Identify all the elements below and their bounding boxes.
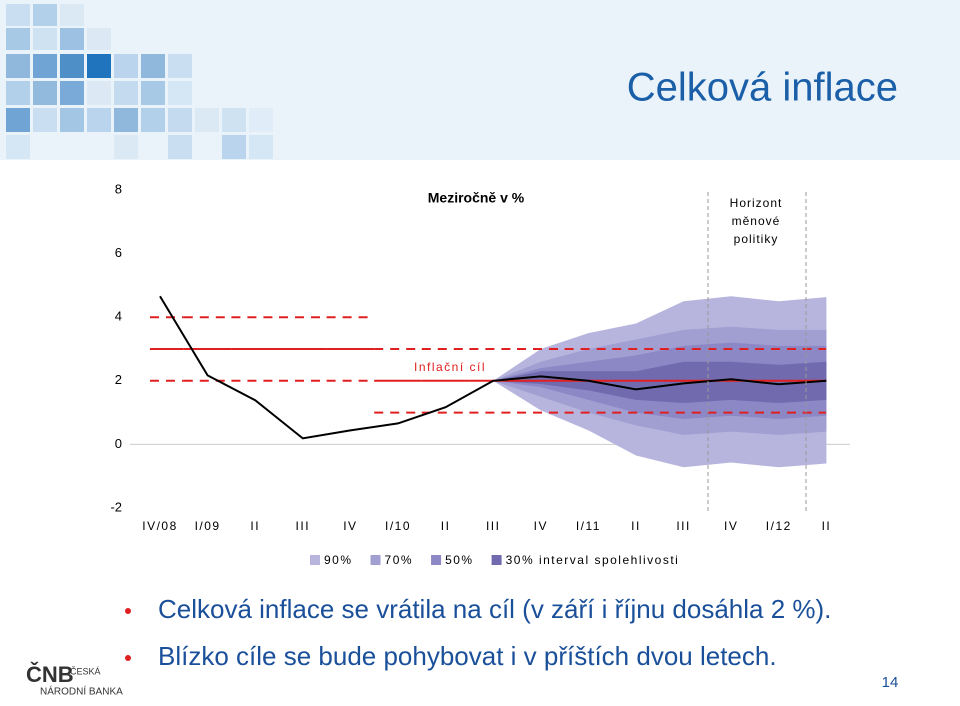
legend-swatch	[310, 555, 320, 565]
y-tick-label: 6	[115, 245, 122, 260]
bullet-text: Blízko cíle se bude pohybovat i v příští…	[158, 641, 777, 671]
x-tick-label: II	[441, 519, 451, 533]
bullet	[125, 608, 131, 614]
legend-swatch	[370, 555, 381, 565]
x-tick-label: III	[296, 519, 311, 533]
legend-label: 30% interval spolehlivosti	[506, 553, 680, 567]
fan-band	[493, 361, 827, 404]
x-tick-label: II	[822, 519, 832, 533]
x-tick-label: IV	[724, 519, 738, 533]
annotation: Horizont	[730, 196, 783, 210]
legend-label: 90%	[324, 553, 353, 567]
x-tick-label: II	[631, 519, 641, 533]
bullet	[125, 655, 131, 661]
annotation: měnové	[732, 214, 781, 228]
x-tick-label: I/12	[766, 519, 792, 533]
legend-swatch	[491, 555, 502, 565]
legend: 90% 70% 50% 30% interval spolehlivosti	[310, 553, 680, 567]
y-tick-label: 8	[115, 181, 122, 196]
chart-title: Meziročně v %	[428, 190, 525, 206]
mosaic	[0, 0, 960, 160]
page-number: 14	[882, 674, 899, 691]
annotation: politiky	[734, 232, 779, 246]
x-tick-label: I/11	[576, 519, 601, 533]
bullet-text: Celková inflace se vrátila na cíl (v zář…	[158, 594, 831, 624]
x-tick-label: II	[250, 519, 260, 533]
logo: ČESKÁ	[70, 666, 101, 676]
y-tick-label: -2	[110, 499, 122, 514]
target-label: Inflační cíl	[414, 360, 486, 374]
y-tick-label: 2	[115, 372, 122, 387]
x-tick-label: IV	[534, 519, 548, 533]
x-tick-label: I/09	[195, 519, 221, 533]
legend-swatch	[431, 555, 442, 565]
x-tick-label: IV/08	[142, 519, 178, 533]
slide-title: Celková inflace	[627, 66, 898, 110]
logo: NÁRODNÍ BANKA	[40, 685, 123, 698]
y-tick-label: 0	[115, 436, 122, 451]
y-tick-label: 4	[115, 309, 122, 324]
x-tick-label: III	[676, 519, 691, 533]
legend-label: 70%	[385, 553, 414, 567]
inflation-line	[159, 295, 827, 440]
x-tick-label: I/10	[385, 519, 411, 533]
x-tick-label: III	[486, 519, 501, 533]
logo: ČNB	[26, 662, 74, 687]
legend-label: 50%	[445, 553, 474, 567]
x-tick-label: IV	[343, 519, 357, 533]
